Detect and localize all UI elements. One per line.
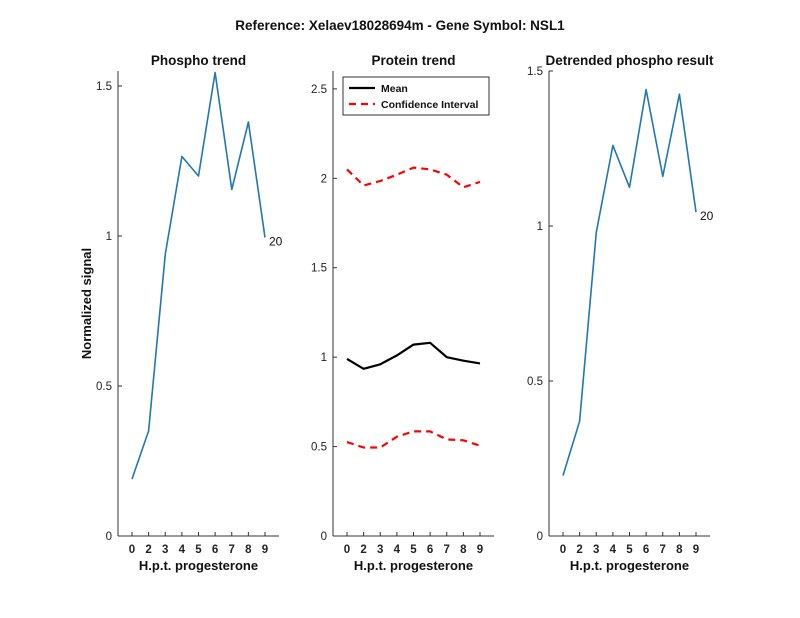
series-line-1	[562, 88, 697, 476]
y-tick-label: 2.5	[311, 84, 327, 96]
x-tick-label: 7	[660, 544, 666, 556]
x-tick-label: 9	[693, 544, 699, 556]
series-line-1	[131, 71, 266, 480]
x-axis-label: H.p.t. progesterone	[570, 558, 689, 573]
x-tick-label: 5	[410, 544, 417, 556]
x-tick-label: 6	[643, 544, 649, 556]
x-tick-label: 7	[229, 544, 235, 556]
x-tick-label: 8	[460, 544, 467, 556]
x-tick-label: 7	[444, 544, 450, 556]
series-line-3	[346, 430, 481, 449]
y-axis-label: Normalized signal	[79, 248, 94, 359]
y-tick-label: 0.5	[96, 381, 112, 393]
y-tick-label: 0.5	[527, 376, 543, 388]
y-tick-label: 1	[106, 231, 112, 243]
subplot-title: Detrended phospho result	[545, 53, 714, 68]
x-tick-label: 3	[593, 544, 599, 556]
x-tick-label: 4	[394, 544, 401, 556]
x-tick-label: 0	[129, 544, 135, 556]
y-tick-label: 1.5	[527, 66, 543, 78]
x-tick-label: 5	[195, 544, 202, 556]
y-tick-label: 1.5	[96, 81, 112, 93]
legend-label: Mean	[381, 83, 408, 95]
x-tick-label: 3	[377, 544, 383, 556]
y-tick-label: 1.5	[311, 263, 327, 275]
x-tick-label: 6	[427, 544, 433, 556]
x-tick-label: 9	[262, 544, 268, 556]
legend-label: Confidence Interval	[381, 99, 479, 111]
y-tick-label: 0	[106, 531, 112, 543]
x-tick-label: 8	[245, 544, 252, 556]
x-tick-label: 2	[360, 544, 366, 556]
x-tick-label: 6	[212, 544, 218, 556]
figure-title: Reference: Xelaev18028694m - Gene Symbol…	[235, 18, 565, 33]
series-line-2	[346, 166, 481, 189]
series-line-1	[346, 341, 481, 370]
y-tick-label: 0.5	[311, 442, 327, 454]
x-tick-label: 4	[179, 544, 186, 556]
x-tick-label: 9	[477, 544, 483, 556]
x-tick-label: 0	[560, 544, 566, 556]
x-tick-label: 5	[626, 544, 633, 556]
y-tick-label: 1	[321, 352, 327, 364]
x-tick-label: 8	[676, 544, 683, 556]
subplot-title: Phospho trend	[151, 53, 246, 68]
x-tick-label: 2	[145, 544, 151, 556]
y-tick-label: 0	[321, 531, 327, 543]
x-tick-label: 2	[576, 544, 582, 556]
x-tick-label: 0	[344, 544, 350, 556]
x-tick-label: 3	[162, 544, 168, 556]
x-tick-label: 4	[610, 544, 617, 556]
y-tick-label: 1	[537, 221, 543, 233]
legend-box	[342, 76, 490, 116]
y-tick-label: 0	[537, 531, 543, 543]
subplot-title: Protein trend	[371, 53, 455, 68]
x-axis-label: H.p.t. progesterone	[139, 558, 258, 573]
series-end-label: 20	[700, 209, 714, 223]
y-tick-label: 2	[321, 173, 327, 185]
series-end-label: 20	[269, 235, 283, 249]
x-axis-label: H.p.t. progesterone	[354, 558, 473, 573]
